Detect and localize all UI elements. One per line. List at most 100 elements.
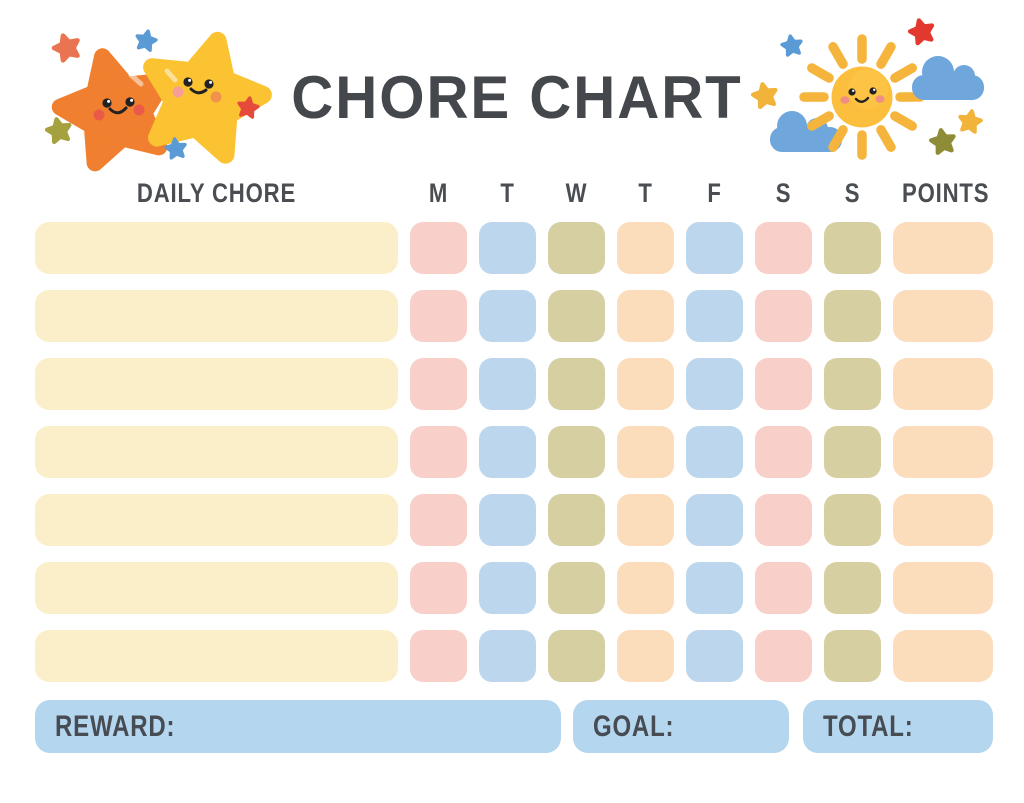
- day-cell-row2-t2[interactable]: [479, 290, 536, 342]
- day-cell-row4-s6[interactable]: [755, 426, 812, 478]
- day-header-tuesday: T: [500, 177, 515, 208]
- points-field-row6[interactable]: [893, 562, 993, 614]
- day-header-wednesday: W: [565, 177, 588, 208]
- yellow-star-icon: [136, 27, 273, 160]
- chore-row-6: [35, 562, 993, 614]
- day-cell-row1-s7[interactable]: [824, 222, 881, 274]
- day-cell-row1-t2[interactable]: [479, 222, 536, 274]
- grid-header-row: DAILY CHORE M T W T F S S POINTS: [35, 174, 993, 212]
- day-cell-row3-t2[interactable]: [479, 358, 536, 410]
- sun-clouds-decoration: [745, 18, 1017, 160]
- day-cell-row4-m1[interactable]: [410, 426, 467, 478]
- day-cell-row5-w3[interactable]: [548, 494, 605, 546]
- day-cell-row2-t4[interactable]: [617, 290, 674, 342]
- day-cell-row4-s7[interactable]: [824, 426, 881, 478]
- day-cell-row6-s7[interactable]: [824, 562, 881, 614]
- page-title: CHORE CHART: [291, 63, 743, 131]
- points-field-row1[interactable]: [893, 222, 993, 274]
- chore-name-field-row6[interactable]: [35, 562, 398, 614]
- day-cell-row3-f5[interactable]: [686, 358, 743, 410]
- day-cell-row7-t2[interactable]: [479, 630, 536, 682]
- day-cell-row6-m1[interactable]: [410, 562, 467, 614]
- points-field-row3[interactable]: [893, 358, 993, 410]
- small-star-icon: [135, 29, 157, 51]
- day-cell-row3-s7[interactable]: [824, 358, 881, 410]
- chore-name-field-row3[interactable]: [35, 358, 398, 410]
- points-field-row5[interactable]: [893, 494, 993, 546]
- day-cell-row7-w3[interactable]: [548, 630, 605, 682]
- stars-decoration: [40, 22, 290, 174]
- day-cell-row5-m1[interactable]: [410, 494, 467, 546]
- day-cell-row1-t4[interactable]: [617, 222, 674, 274]
- day-cell-row1-f5[interactable]: [686, 222, 743, 274]
- points-field-row7[interactable]: [893, 630, 993, 682]
- day-cell-row7-t4[interactable]: [617, 630, 674, 682]
- day-cell-row6-w3[interactable]: [548, 562, 605, 614]
- day-cell-row2-m1[interactable]: [410, 290, 467, 342]
- day-cell-row6-s6[interactable]: [755, 562, 812, 614]
- day-cell-row5-s6[interactable]: [755, 494, 812, 546]
- day-cell-row5-t2[interactable]: [479, 494, 536, 546]
- day-cell-row2-s7[interactable]: [824, 290, 881, 342]
- small-star-icon: [958, 109, 982, 132]
- chore-row-4: [35, 426, 993, 478]
- day-cell-row7-f5[interactable]: [686, 630, 743, 682]
- day-header-thursday: T: [638, 177, 653, 208]
- day-cell-row6-f5[interactable]: [686, 562, 743, 614]
- points-field-row4[interactable]: [893, 426, 993, 478]
- day-cell-row5-s7[interactable]: [824, 494, 881, 546]
- chore-row-1: [35, 222, 993, 274]
- day-cell-row4-f5[interactable]: [686, 426, 743, 478]
- day-cell-row5-f5[interactable]: [686, 494, 743, 546]
- day-cell-row7-s7[interactable]: [824, 630, 881, 682]
- goal-field[interactable]: GOAL:: [573, 700, 789, 753]
- day-cell-row3-s6[interactable]: [755, 358, 812, 410]
- day-cell-row3-m1[interactable]: [410, 358, 467, 410]
- points-field-row2[interactable]: [893, 290, 993, 342]
- chore-row-7: [35, 630, 993, 682]
- chore-name-field-row5[interactable]: [35, 494, 398, 546]
- chore-name-field-row7[interactable]: [35, 630, 398, 682]
- reward-field[interactable]: REWARD:: [35, 700, 561, 753]
- day-cell-row4-w3[interactable]: [548, 426, 605, 478]
- day-cell-row2-s6[interactable]: [755, 290, 812, 342]
- chore-name-field-row1[interactable]: [35, 222, 398, 274]
- small-star-icon: [781, 35, 803, 56]
- day-cell-row1-s6[interactable]: [755, 222, 812, 274]
- day-header-friday: F: [707, 177, 722, 208]
- daily-chore-header: DAILY CHORE: [136, 177, 297, 208]
- goal-label: GOAL:: [593, 709, 675, 743]
- day-cell-row2-f5[interactable]: [686, 290, 743, 342]
- day-cell-row2-w3[interactable]: [548, 290, 605, 342]
- day-cell-row4-t2[interactable]: [479, 426, 536, 478]
- day-cell-row6-t4[interactable]: [617, 562, 674, 614]
- small-star-icon: [751, 82, 778, 108]
- chore-name-field-row4[interactable]: [35, 426, 398, 478]
- total-field[interactable]: TOTAL:: [803, 700, 993, 753]
- day-header-sunday: S: [844, 177, 861, 208]
- reward-label: REWARD:: [55, 709, 176, 743]
- day-header-monday: M: [428, 177, 449, 208]
- small-star-icon: [930, 128, 956, 153]
- chore-row-3: [35, 358, 993, 410]
- total-label: TOTAL:: [823, 709, 914, 743]
- day-cell-row7-s6[interactable]: [755, 630, 812, 682]
- cloud-icon: [912, 56, 984, 100]
- day-cell-row1-w3[interactable]: [548, 222, 605, 274]
- day-cell-row4-t4[interactable]: [617, 426, 674, 478]
- day-cell-row3-w3[interactable]: [548, 358, 605, 410]
- chore-row-2: [35, 290, 993, 342]
- orange-star-icon: [51, 44, 179, 168]
- day-cell-row7-m1[interactable]: [410, 630, 467, 682]
- points-header: POINTS: [902, 177, 990, 208]
- day-cell-row5-t4[interactable]: [617, 494, 674, 546]
- day-header-saturday: S: [775, 177, 792, 208]
- day-cell-row1-m1[interactable]: [410, 222, 467, 274]
- small-star-icon: [51, 32, 82, 62]
- chore-name-field-row2[interactable]: [35, 290, 398, 342]
- day-cell-row6-t2[interactable]: [479, 562, 536, 614]
- sun-icon: [799, 34, 925, 160]
- day-cell-row3-t4[interactable]: [617, 358, 674, 410]
- chore-row-5: [35, 494, 993, 546]
